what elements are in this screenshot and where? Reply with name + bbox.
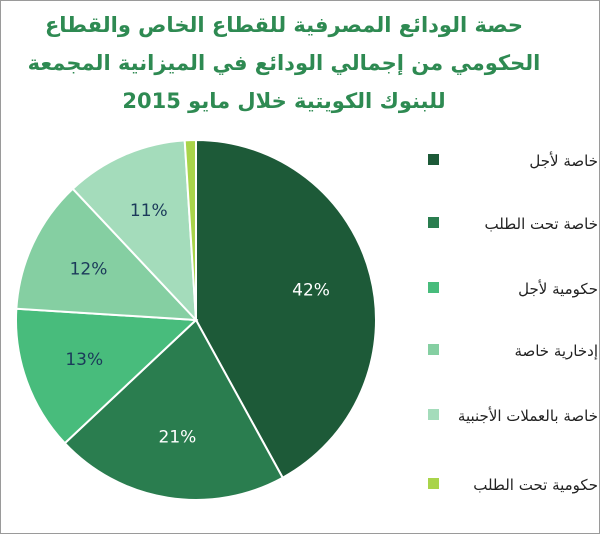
chart-title-line-3: للبنوك الكويتية خلال مايو 2015 xyxy=(122,89,446,113)
slice-label-1: 42% xyxy=(292,280,330,300)
pie-slice-2 xyxy=(63,318,285,501)
legend-label: خاصة تحت الطلب xyxy=(484,215,598,233)
slice-label-4: 12% xyxy=(70,259,108,279)
legend-swatch xyxy=(428,478,439,489)
pie-slice-6 xyxy=(183,138,197,321)
chart-title-line-1: حصة الودائع المصرفية للقطاع الخاص والقطا… xyxy=(44,13,524,37)
legend-label: حكومية لأجل xyxy=(518,280,598,298)
legend-label: خاصة لأجل xyxy=(529,152,598,170)
slice-label-3: 13% xyxy=(65,350,103,370)
legend-label: خاصة بالعملات الأجنبية xyxy=(457,407,598,425)
chart-title-line-2: الحكومي من إجمالي الودائع في الميزانية ا… xyxy=(27,51,541,75)
legend-swatch xyxy=(428,282,439,293)
slice-label-5: 11% xyxy=(130,201,168,221)
slice-label-2: 21% xyxy=(159,427,197,447)
pie-slice-1 xyxy=(195,138,377,480)
legend-swatch xyxy=(428,154,439,165)
legend-label: حكومية تحت الطلب xyxy=(473,476,598,494)
pie-slice-5 xyxy=(71,139,198,323)
legend-swatch xyxy=(428,409,439,420)
legend-swatch xyxy=(428,344,439,355)
pie-slice-4 xyxy=(15,187,199,322)
legend-swatch xyxy=(428,217,439,228)
legend-label: إدخارية خاصة xyxy=(514,342,598,360)
pie-slice-3 xyxy=(15,307,199,445)
chart-title: حصة الودائع المصرفية للقطاع الخاص والقطا… xyxy=(10,6,558,120)
